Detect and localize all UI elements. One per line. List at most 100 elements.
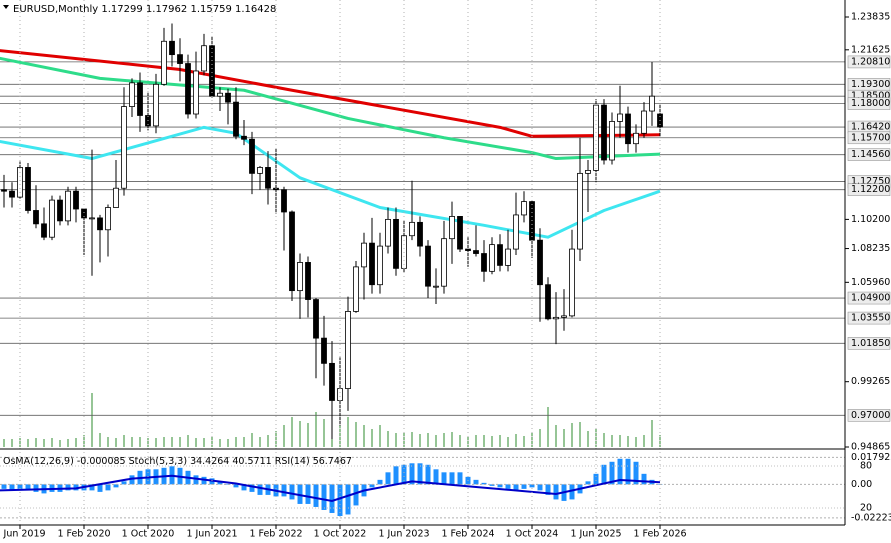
candle-body [369,242,375,286]
osma-bar [345,484,351,515]
level-label: 1.19300 [851,79,890,90]
osma-bar [129,475,135,485]
candle-body [9,190,15,198]
candle-body [169,40,175,56]
high: 1.17962 [146,4,187,15]
osma-bar [73,484,79,491]
x-tick-label: 1 Oct 2020 [122,529,175,540]
x-tick-label: 1 Jun 2021 [186,529,237,540]
osma-bar [513,484,519,491]
candle-body [329,362,335,401]
osma-bar [609,461,615,485]
candle-body [97,217,103,231]
level-label-box [847,183,891,197]
candle-body [129,82,135,107]
osma-tick-label: 0.00 [851,479,872,490]
chart-header: EURUSD,Monthly 1.17299 1.17962 1.15759 1… [13,4,276,15]
candle-body [249,138,255,174]
osma-bar [585,481,591,485]
candle-body [313,299,319,339]
osma-bar [529,484,535,488]
candle-body [641,110,647,134]
osma-bar [193,475,199,485]
level-label: 1.04900 [851,293,890,304]
x-tick-label: 1 Feb 2022 [249,529,302,540]
open: 1.17299 [101,4,142,15]
osma-bar [433,469,439,485]
candle-body [113,187,119,208]
candle-body [281,189,287,213]
candle-body [633,132,639,145]
rsi-label: RSI(14) [275,456,310,467]
candle-body [545,284,551,320]
level-label: 1.14560 [851,149,890,160]
candle-body [433,285,439,288]
candle-body [297,262,303,292]
level-label: 0.97000 [851,410,890,421]
osma-bar [537,484,543,491]
candle-body [513,214,519,250]
y-tick-label: 1.08235 [851,243,890,254]
candle-body [577,172,583,250]
candle-body [337,388,343,401]
candle-body [569,248,575,317]
candle-body [217,92,223,97]
level-label: 1.03550 [851,313,890,324]
candle-body [505,248,511,266]
candle-body [321,337,327,364]
stoch-main: 34.4264 [190,456,229,467]
candle-body [305,262,311,300]
x-tick-label: 1 Feb 2020 [57,529,110,540]
x-tick-label: 1 Oct 2024 [506,529,559,540]
osma-bar [281,484,287,497]
candle-body [457,216,463,250]
indicator-header: OsMA(12,26,9) -0.000085 Stoch(5,3,3) 34.… [3,456,352,467]
osma-bar [425,464,431,485]
candle-body [153,83,159,127]
main-panel [0,23,845,447]
osma-bar [33,484,39,492]
candle-body [233,101,239,137]
candle-body [89,217,95,220]
candle-body [161,40,167,85]
moving-average [0,49,661,138]
level-label-box [847,97,891,110]
osma-bar [625,458,631,485]
osma-bar [457,472,463,485]
candle-body [105,207,111,231]
osma-bar [65,484,71,491]
candle-body [393,218,399,269]
osma-bar [441,472,447,485]
candle-body [257,167,263,174]
level-label-box [847,311,891,325]
osma-bar [393,466,399,485]
candle-body [201,45,207,72]
osma-bar [113,484,119,488]
level-label: 1.12200 [851,184,890,195]
osma-bar [505,484,511,489]
candle-body [593,104,599,171]
rsi-tick-label: 80 [860,461,872,472]
candle-body [649,95,655,112]
osma-bar [105,484,111,491]
candle-body [449,216,455,240]
candle-body [625,113,631,145]
candle-body [1,189,7,192]
candle-body [473,250,479,254]
level-label: 1.16420 [851,122,890,133]
candle-body [553,316,559,320]
osma-tick-label: -0.022238 [851,512,891,523]
level-label-box [847,409,891,422]
candle-body [65,190,71,222]
x-tick-label: 1 Jun 2025 [570,529,621,540]
x-tick-label: 1 Jun 2023 [378,529,429,540]
candle-body [17,167,23,198]
candle-body [377,245,383,286]
candle-body [409,221,415,237]
candle-body [33,210,39,225]
level-label: 1.12750 [851,176,890,187]
osma-bar [289,484,295,500]
osma-bar [593,473,599,485]
level-label: 1.15700 [851,132,890,143]
candle-body [609,121,615,161]
